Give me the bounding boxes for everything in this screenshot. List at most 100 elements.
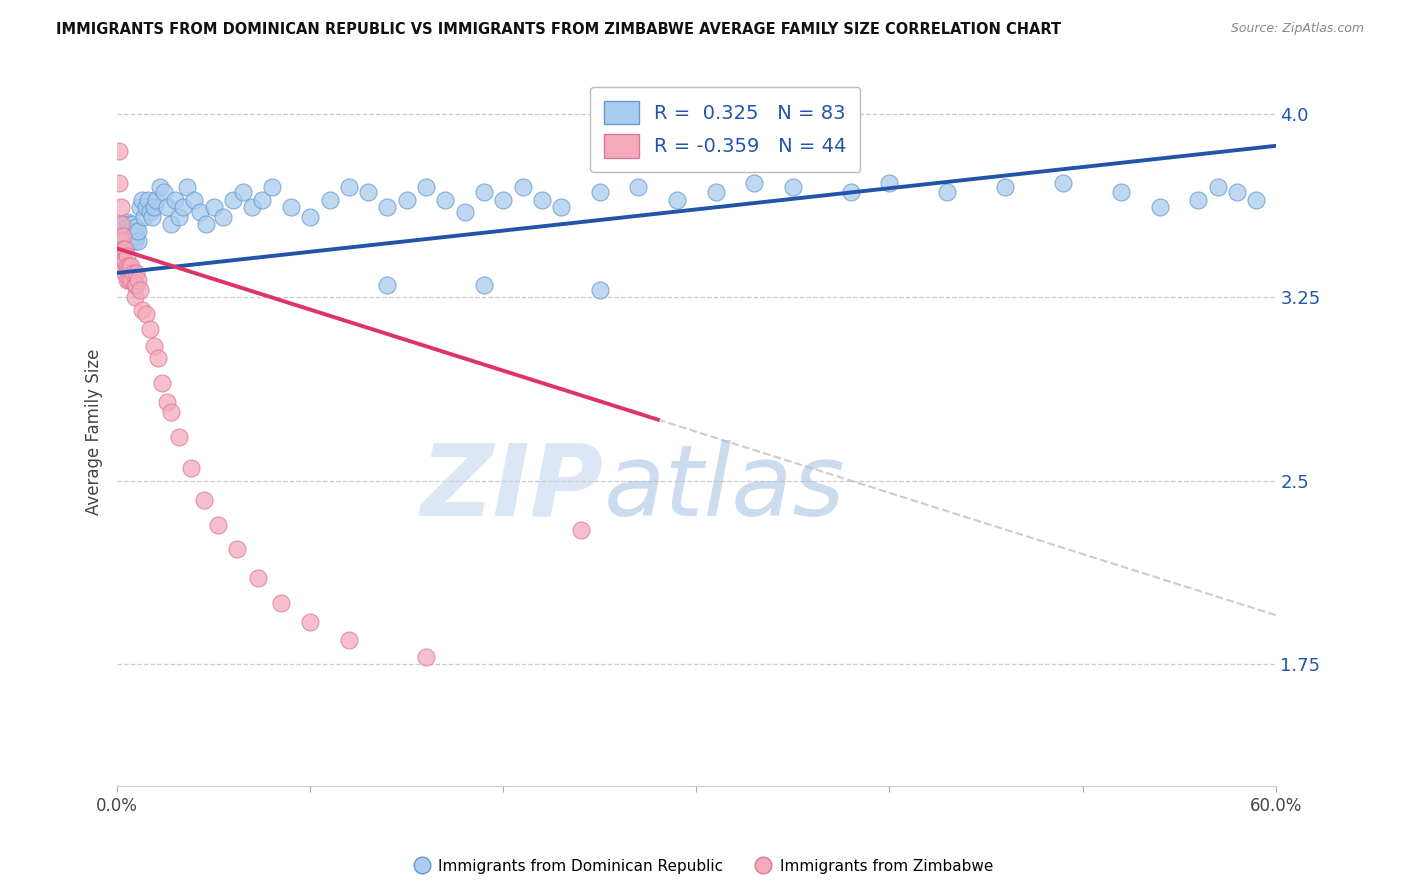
Point <box>1187 193 1209 207</box>
Point <box>936 186 959 200</box>
Point <box>160 405 183 419</box>
Point <box>111 242 134 256</box>
Point <box>131 302 153 317</box>
Point <box>135 308 157 322</box>
Point <box>176 180 198 194</box>
Point <box>118 273 141 287</box>
Point <box>207 517 229 532</box>
Point <box>589 186 612 200</box>
Point <box>994 180 1017 194</box>
Point <box>110 224 132 238</box>
Text: atlas: atlas <box>603 440 845 537</box>
Point <box>530 193 553 207</box>
Point <box>550 200 572 214</box>
Point <box>222 193 245 207</box>
Point <box>111 229 134 244</box>
Point <box>225 542 247 557</box>
Point <box>299 615 322 630</box>
Point <box>782 180 804 194</box>
Point <box>250 193 273 207</box>
Point <box>299 210 322 224</box>
Point <box>160 217 183 231</box>
Point <box>150 376 173 390</box>
Point <box>139 322 162 336</box>
Point <box>377 278 399 293</box>
Point <box>114 234 136 248</box>
Point <box>569 523 592 537</box>
Point <box>280 200 302 214</box>
Point <box>165 193 187 207</box>
Y-axis label: Average Family Size: Average Family Size <box>86 349 103 515</box>
Point <box>172 200 194 214</box>
Point <box>118 217 141 231</box>
Point <box>135 200 157 214</box>
Point <box>240 200 263 214</box>
Point <box>124 278 146 293</box>
Point <box>120 273 142 287</box>
Legend: Immigrants from Dominican Republic, Immigrants from Zimbabwe: Immigrants from Dominican Republic, Immi… <box>406 853 1000 880</box>
Point <box>114 253 136 268</box>
Point <box>472 278 495 293</box>
Point <box>666 193 689 207</box>
Text: IMMIGRANTS FROM DOMINICAN REPUBLIC VS IMMIGRANTS FROM ZIMBABWE AVERAGE FAMILY SI: IMMIGRANTS FROM DOMINICAN REPUBLIC VS IM… <box>56 22 1062 37</box>
Point <box>110 234 132 248</box>
Point <box>115 259 138 273</box>
Point <box>193 493 215 508</box>
Point <box>156 395 179 409</box>
Point <box>114 266 136 280</box>
Point <box>121 217 143 231</box>
Point <box>111 217 134 231</box>
Point <box>146 351 169 366</box>
Point <box>139 204 162 219</box>
Point <box>141 210 163 224</box>
Point <box>111 253 134 268</box>
Point <box>434 193 457 207</box>
Point <box>124 224 146 238</box>
Point <box>260 180 283 194</box>
Point <box>180 461 202 475</box>
Point <box>627 180 650 194</box>
Point <box>115 214 138 228</box>
Point <box>124 234 146 248</box>
Point <box>115 224 138 238</box>
Point <box>129 283 152 297</box>
Point <box>152 186 174 200</box>
Point <box>415 649 437 664</box>
Point <box>589 283 612 297</box>
Point <box>337 180 360 194</box>
Point <box>127 273 149 287</box>
Point <box>156 200 179 214</box>
Point <box>1109 186 1132 200</box>
Point <box>142 339 165 353</box>
Point <box>127 234 149 248</box>
Point <box>108 144 131 158</box>
Point <box>120 234 142 248</box>
Point <box>377 200 399 214</box>
Point <box>108 234 131 248</box>
Point <box>131 193 153 207</box>
Point <box>125 229 148 244</box>
Point <box>232 186 254 200</box>
Point <box>127 224 149 238</box>
Point <box>110 242 132 256</box>
Point <box>125 219 148 234</box>
Point <box>1149 200 1171 214</box>
Point <box>114 242 136 256</box>
Point <box>145 193 167 207</box>
Point <box>118 259 141 273</box>
Point <box>202 200 225 214</box>
Point <box>108 176 131 190</box>
Point <box>512 180 534 194</box>
Point <box>149 180 172 194</box>
Text: ZIP: ZIP <box>420 440 603 537</box>
Point <box>270 596 292 610</box>
Point <box>114 224 136 238</box>
Point <box>318 193 340 207</box>
Point <box>134 210 156 224</box>
Point <box>118 229 141 244</box>
Point <box>120 224 142 238</box>
Point <box>1246 193 1268 207</box>
Point <box>125 278 148 293</box>
Point <box>120 259 142 273</box>
Point <box>125 266 148 280</box>
